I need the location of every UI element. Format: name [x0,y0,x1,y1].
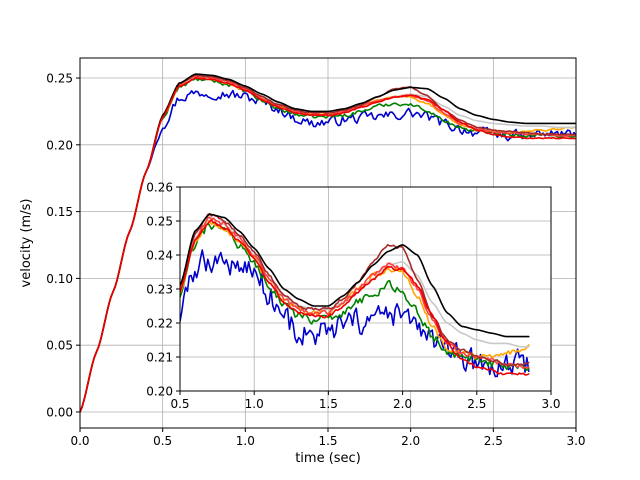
inset-x-tick-label: 2.5 [467,397,486,411]
main-x-tick-label: 1.5 [318,434,337,448]
inset-y-tick-label: 0.23 [146,283,173,297]
inset-series-line-8 [180,219,530,376]
inset-plot: 0.5 1.0 1.5 2.0 2.5 3.0 0.20 0.21 0.22 0.23 0.24 0.… [146,181,560,412]
inset-y-tick-label: 0.26 [146,181,173,195]
main-series-line-7 [80,73,576,413]
main-series-line-8 [80,77,576,413]
main-series-group [80,73,576,413]
inset-y-tick-label: 0.22 [146,317,173,331]
inset-y-tick-label: 0.25 [146,215,173,229]
main-frame [79,57,577,429]
main-x-tick-label: 1.0 [236,434,255,448]
inset-x-tick-label: 0.5 [170,397,189,411]
inset-series-line-6 [180,212,530,367]
main-y-tick-label: 0.10 [46,272,73,286]
main-y-tick-label: 0.00 [46,405,73,419]
inset-series-line-2 [180,222,530,371]
main-y-tick-label: 0.25 [46,72,73,86]
inset-frame [179,186,552,392]
inset-y-tick-label: 0.20 [146,385,173,399]
main-x-tick-label: 0.5 [153,434,172,448]
inset-series-group [180,212,530,378]
inset-series-line-7 [180,213,530,338]
main-x-tick-label: 2.0 [401,434,420,448]
inset-y-tick-label: 0.24 [146,249,173,263]
inset-series-line-1 [180,249,530,378]
inset-x-tick-label: 3.0 [541,397,560,411]
inset-x-tick-label: 1.0 [245,397,264,411]
main-x-tick-label: 0.0 [70,434,89,448]
main-y-tick-label: 0.15 [46,205,73,219]
inset-x-tick-label: 1.5 [319,397,338,411]
main-y-axis-label: velocity (m/s) [19,199,34,288]
main-x-tick-label: 2.5 [484,434,503,448]
main-y-tick-label: 0.05 [46,339,73,353]
inset-y-tick-label: 0.21 [146,351,173,365]
main-x-axis-label: time (sec) [295,451,361,466]
inset-x-tick-label: 2.0 [393,397,412,411]
main-y-tick-label: 0.20 [46,138,73,152]
main-x-tick-label: 3.0 [566,434,585,448]
